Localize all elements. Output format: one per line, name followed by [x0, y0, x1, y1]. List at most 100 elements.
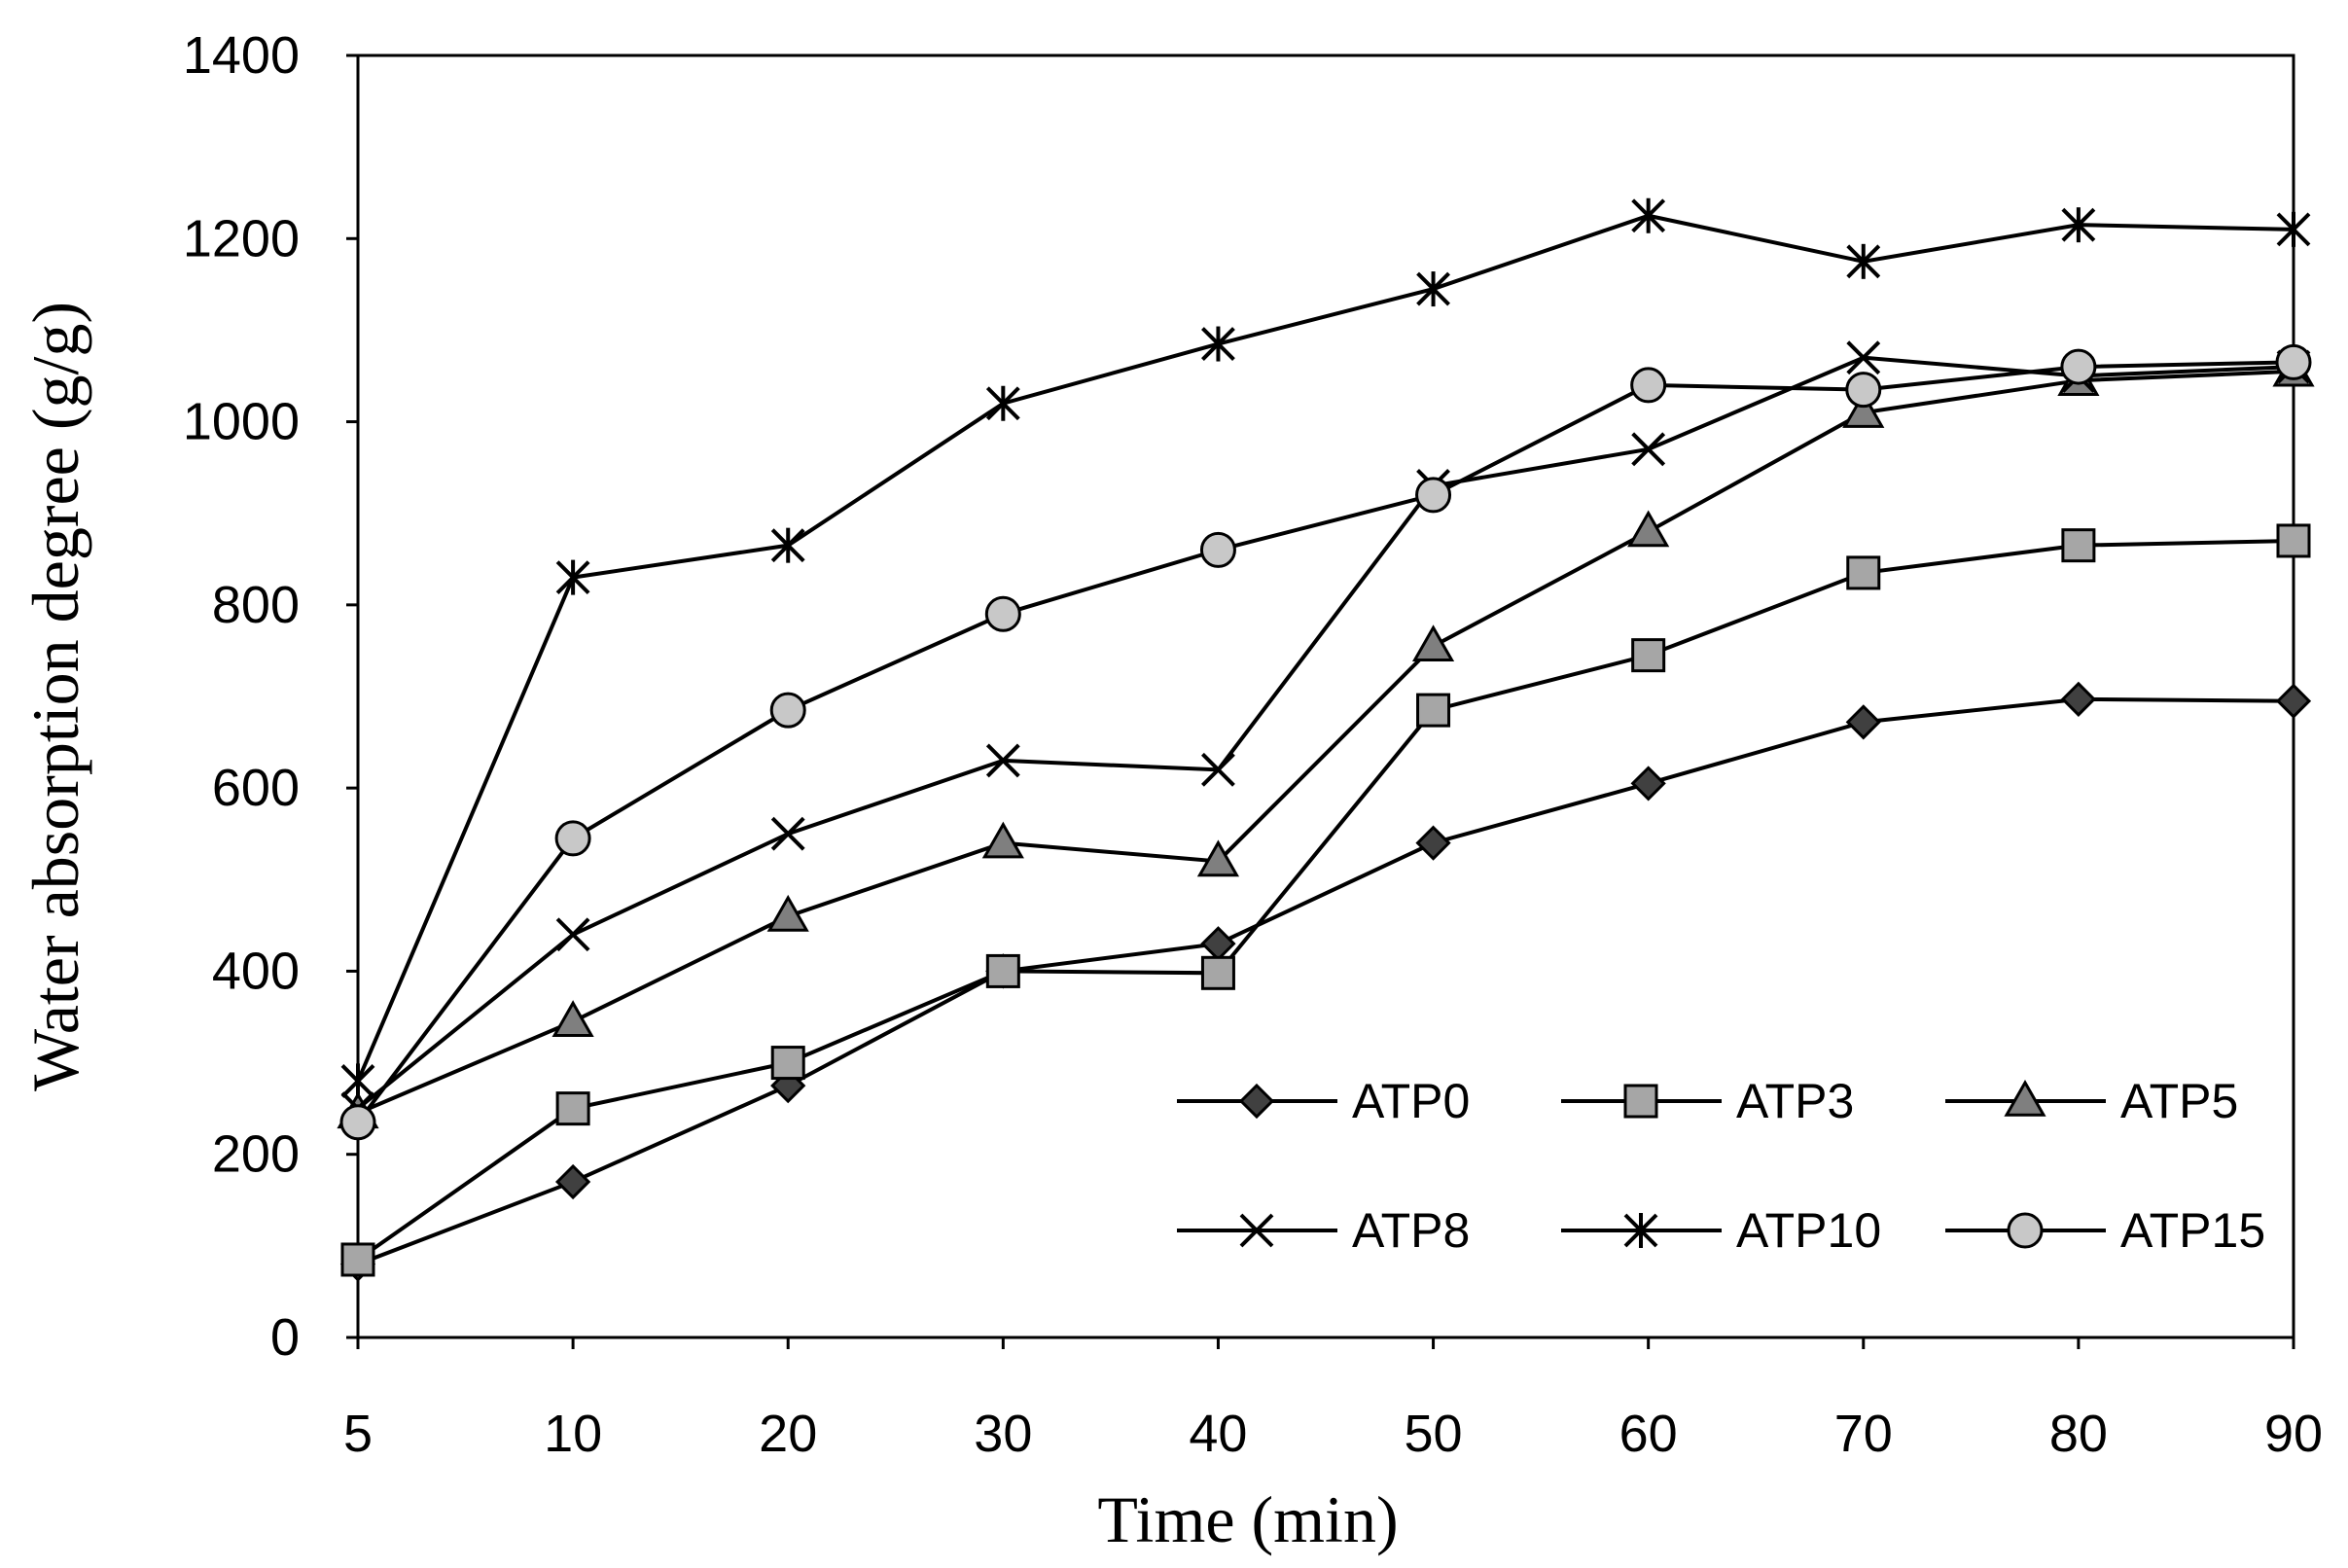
y-tick-label: 1200 — [183, 209, 300, 267]
x-tick-label: 40 — [1189, 1405, 1247, 1463]
x-axis-title: Time (min) — [1097, 1482, 1398, 1556]
legend-label: ATP8 — [1352, 1203, 1470, 1258]
series-line-atp10 — [356, 213, 2295, 1083]
series-line-atp0 — [357, 696, 2295, 1266]
point-atp3 — [2061, 528, 2096, 563]
point-atp15 — [2275, 343, 2312, 380]
legend-marker-atp8 — [1239, 1213, 1274, 1248]
x-tick-label: 80 — [2049, 1405, 2108, 1463]
series-line-atp15 — [356, 360, 2295, 1123]
point-atp0 — [554, 1163, 591, 1200]
y-tick-label: 0 — [270, 1308, 300, 1367]
point-atp8 — [770, 816, 805, 851]
point-atp8 — [1631, 432, 1666, 467]
series-line-atp5 — [357, 369, 2295, 1116]
legend-item-atp15: ATP15 — [1945, 1203, 2265, 1258]
legend-label: ATP15 — [2120, 1203, 2265, 1258]
legend-item-atp8: ATP8 — [1177, 1203, 1470, 1258]
legend-marker-atp5 — [2004, 1079, 2046, 1117]
point-atp5 — [551, 1000, 594, 1037]
point-atp5 — [1627, 510, 1670, 548]
point-atp10 — [555, 559, 590, 595]
point-atp15 — [1845, 372, 1882, 409]
point-atp0 — [1845, 704, 1881, 740]
point-atp8 — [1201, 752, 1235, 787]
legend-label: ATP5 — [2120, 1074, 2238, 1128]
point-atp15 — [769, 692, 806, 729]
point-atp3 — [985, 953, 1020, 988]
x-tick-label: 20 — [759, 1405, 817, 1463]
series-atp10 — [340, 197, 2311, 1099]
y-tick-label: 400 — [212, 942, 300, 1000]
legend-label: ATP0 — [1352, 1074, 1470, 1128]
point-atp8 — [555, 917, 590, 952]
legend-marker-atp3 — [1623, 1084, 1658, 1119]
point-atp0 — [1630, 766, 1666, 802]
x-tick-label: 30 — [974, 1405, 1032, 1463]
legend-marker-atp0 — [1238, 1083, 1275, 1120]
point-atp10 — [2061, 207, 2096, 243]
y-tick-label: 1000 — [183, 393, 300, 451]
point-atp0 — [2275, 683, 2312, 719]
point-atp15 — [984, 595, 1021, 632]
point-atp10 — [340, 1063, 375, 1099]
point-atp10 — [770, 527, 805, 563]
series-layer — [337, 197, 2315, 1282]
y-tick-label: 1400 — [183, 26, 300, 85]
legend-label: ATP10 — [1736, 1203, 1881, 1258]
point-atp15 — [1630, 367, 1667, 404]
point-atp3 — [555, 1091, 590, 1126]
x-tick-label: 60 — [1619, 1405, 1678, 1463]
point-atp3 — [1200, 955, 1235, 990]
x-tick-label: 50 — [1405, 1405, 1463, 1463]
x-stroke — [1846, 340, 1881, 375]
point-atp10 — [2276, 211, 2311, 247]
point-atp5 — [1411, 624, 1455, 661]
legend-item-atp10: ATP10 — [1561, 1203, 1881, 1258]
point-atp3 — [2276, 523, 2311, 558]
legend-marker-atp10 — [1623, 1213, 1658, 1248]
series-atp8 — [340, 340, 2311, 1126]
legend-item-atp3: ATP3 — [1561, 1074, 1854, 1128]
point-atp15 — [1199, 531, 1236, 568]
series-line-atp8 — [356, 355, 2295, 1111]
legend-item-atp5: ATP5 — [1945, 1074, 2238, 1128]
point-atp0 — [2060, 681, 2097, 717]
point-atp0 — [1200, 926, 1236, 962]
x-stroke — [1239, 1213, 1274, 1248]
axis-layer: 0 200 400 600 800 1000 1200 1400 5 10 20 30 40 50 60 70… — [183, 26, 2323, 1463]
series-atp0 — [339, 681, 2312, 1282]
x-tick-label: 90 — [2264, 1405, 2323, 1463]
point-atp5 — [981, 821, 1024, 859]
point-atp5 — [1842, 391, 1885, 428]
x-tick-label: 70 — [1834, 1405, 1893, 1463]
y-axis-title: Water absorption degree (g/g) — [18, 302, 92, 1091]
x-tick-label: 5 — [343, 1405, 373, 1463]
point-atp3 — [340, 1242, 375, 1277]
point-atp8 — [985, 743, 1020, 778]
point-atp10 — [1201, 326, 1235, 362]
x-stroke — [985, 743, 1020, 778]
point-atp15 — [554, 820, 591, 857]
point-atp3 — [770, 1046, 805, 1081]
x-stroke — [1631, 432, 1666, 467]
legend: ATP0 ATP3 ATP5 ATP8 ATP10 ATP15 — [1177, 1074, 2265, 1258]
point-atp15 — [339, 1104, 376, 1141]
legend-marker-atp15 — [2007, 1212, 2044, 1249]
legend-item-atp0: ATP0 — [1177, 1074, 1470, 1128]
y-tick-label: 800 — [212, 576, 300, 634]
point-atp15 — [1415, 477, 1452, 514]
point-atp10 — [1416, 271, 1450, 307]
point-atp10 — [1846, 243, 1881, 279]
legend-label: ATP3 — [1736, 1074, 1854, 1128]
x-stroke — [770, 816, 805, 851]
x-stroke — [555, 917, 590, 952]
y-tick-label: 200 — [212, 1125, 300, 1184]
x-tick-label: 10 — [544, 1405, 602, 1463]
x-stroke — [1201, 752, 1235, 787]
point-atp8 — [1846, 340, 1881, 375]
series-atp5 — [337, 349, 2315, 1129]
series-atp3 — [340, 523, 2311, 1277]
series-atp15 — [339, 343, 2312, 1141]
